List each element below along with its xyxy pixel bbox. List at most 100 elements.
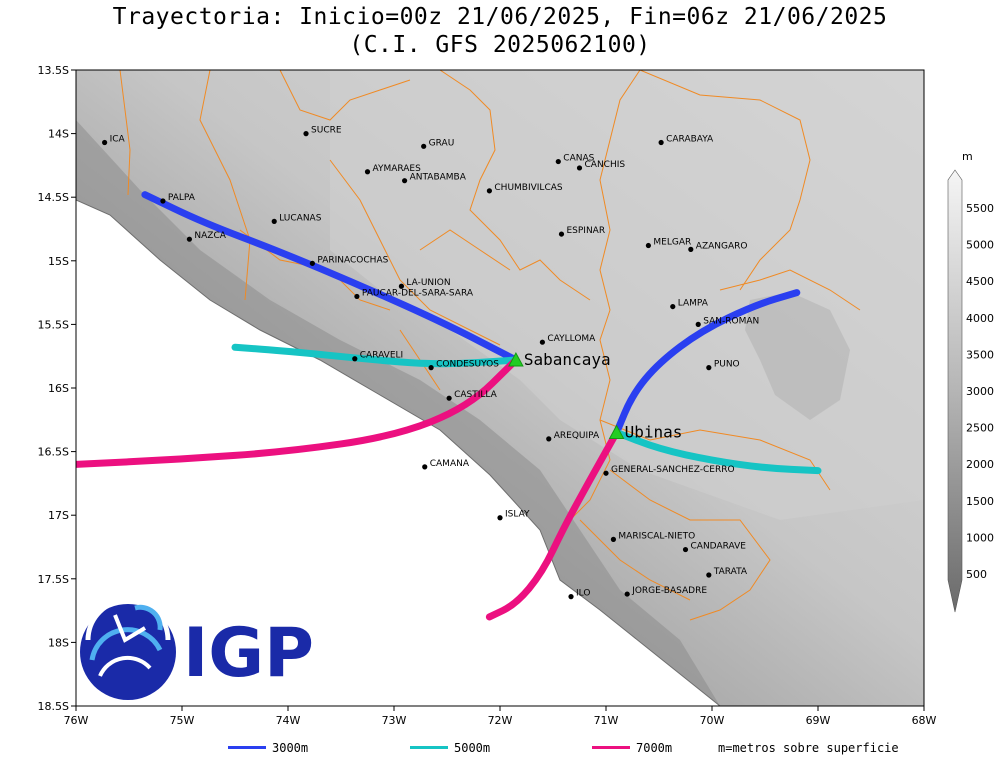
place-label: TARATA bbox=[713, 567, 748, 577]
place-label: CAYLLOMA bbox=[547, 334, 596, 344]
place-label: CANAS bbox=[563, 154, 594, 164]
place-label: CARABAYA bbox=[666, 135, 714, 145]
place-label: LA-UNION bbox=[406, 278, 450, 288]
place-label: CHUMBIVILCAS bbox=[494, 183, 562, 193]
place-label: ICA bbox=[110, 135, 126, 145]
place-dot bbox=[688, 246, 694, 252]
place-label: CANCHIS bbox=[585, 160, 626, 170]
lat-tick-label: 17S bbox=[48, 509, 69, 522]
place-label: GENERAL-SANCHEZ-CERRO bbox=[611, 465, 735, 475]
place-label: ANTABAMBA bbox=[410, 173, 467, 183]
place-label: ESPINAR bbox=[566, 226, 605, 236]
place-dot bbox=[486, 188, 492, 194]
chart-title: Trayectoria: Inicio=00z 21/06/2025, Fin=… bbox=[112, 4, 888, 30]
lon-tick-label: 76W bbox=[64, 714, 89, 727]
place-dot bbox=[352, 356, 358, 362]
volcano-label: Ubinas bbox=[625, 423, 683, 442]
place-dot bbox=[610, 536, 617, 542]
place-label: CAMANA bbox=[430, 459, 470, 469]
lat-tick-label: 17.5S bbox=[38, 573, 69, 586]
place-label: SUCRE bbox=[311, 126, 342, 136]
place-dot bbox=[186, 236, 193, 242]
lat-tick-label: 13.5S bbox=[38, 64, 69, 77]
colorbar-tick-label: 1000 bbox=[966, 531, 994, 544]
legend-label-5000: 5000m bbox=[454, 741, 491, 755]
place-label: CASTILLA bbox=[454, 390, 498, 400]
place-label: PALPA bbox=[168, 193, 196, 203]
lon-tick-label: 74W bbox=[276, 714, 301, 727]
place-label: ILO bbox=[576, 589, 590, 599]
place-dot bbox=[576, 165, 583, 171]
lon-tick-label: 71W bbox=[594, 714, 619, 727]
place-dot bbox=[658, 139, 664, 146]
legend-note: m=metros sobre superficie bbox=[718, 741, 899, 755]
place-dot bbox=[555, 158, 561, 165]
place-dot bbox=[706, 365, 712, 371]
lat-tick-label: 14S bbox=[48, 128, 69, 141]
place-dot bbox=[303, 131, 309, 137]
place-label: LAMPA bbox=[678, 299, 709, 309]
place-dot bbox=[645, 242, 652, 249]
colorbar-tick-label: 2500 bbox=[966, 422, 994, 435]
lat-tick-label: 16S bbox=[48, 382, 69, 395]
place-label: PUNO bbox=[714, 360, 740, 370]
place-label: CARAVELI bbox=[360, 351, 403, 361]
place-dot bbox=[670, 303, 676, 310]
place-label: MELGAR bbox=[653, 238, 691, 248]
place-dot bbox=[603, 470, 609, 476]
legend-label-7000: 7000m bbox=[636, 741, 673, 755]
lat-tick-label: 18S bbox=[48, 636, 69, 649]
legend-swatch-7000 bbox=[592, 746, 630, 749]
place-dot bbox=[428, 365, 434, 371]
lon-tick-label: 73W bbox=[382, 714, 407, 727]
legend-swatch-5000 bbox=[410, 746, 448, 749]
colorbar-tick-label: 5000 bbox=[966, 239, 994, 252]
place-dot bbox=[568, 594, 574, 600]
place-label: SAN-ROMAN bbox=[703, 316, 759, 326]
lat-tick-label: 15.5S bbox=[38, 318, 69, 331]
lat-tick-label: 14.5S bbox=[38, 191, 69, 204]
trajectory-5000m-4 bbox=[613, 429, 822, 475]
logo-text: IGP bbox=[183, 614, 314, 693]
place-dot bbox=[398, 283, 405, 289]
trajectory-3000m-3 bbox=[613, 289, 801, 437]
place-dot bbox=[402, 178, 408, 184]
legend-label-3000: 3000m bbox=[272, 741, 309, 755]
colorbar-tick-label: 3500 bbox=[966, 348, 994, 361]
place-dot bbox=[102, 139, 108, 146]
place-label: LUCANAS bbox=[279, 213, 321, 223]
trajectory-5000m-1 bbox=[231, 343, 520, 368]
colorbar-tick-label: 4500 bbox=[966, 275, 994, 288]
place-dot bbox=[539, 339, 546, 345]
volcano-markers: Sabancaya Ubinas bbox=[508, 350, 683, 442]
place-label: AREQUIPA bbox=[554, 431, 600, 441]
lon-tick-label: 69W bbox=[806, 714, 831, 727]
igp-logo: IGP bbox=[80, 597, 314, 700]
colorbar: m 500 1000 1500 2000 2500 3000 3500 4000 4500 500… bbox=[947, 150, 994, 613]
volcano-marker bbox=[608, 424, 625, 440]
place-dot bbox=[422, 464, 428, 470]
place-label: MARISCAL-NIETO bbox=[618, 531, 695, 541]
place-dot bbox=[309, 260, 315, 266]
place-label: CONDESUYOS bbox=[436, 360, 499, 370]
lat-tick-label: 18.5S bbox=[38, 700, 69, 713]
colorbar-tick-label: 1500 bbox=[966, 495, 994, 508]
volcano-marker bbox=[508, 351, 524, 367]
place-dot bbox=[364, 169, 371, 175]
place-dot bbox=[497, 515, 503, 521]
place-dot bbox=[682, 546, 689, 553]
lon-tick-label: 70W bbox=[700, 714, 725, 727]
place-dot bbox=[271, 218, 277, 224]
place-label: NAZCA bbox=[194, 231, 226, 241]
lon-tick-label: 75W bbox=[170, 714, 195, 727]
trajectories bbox=[76, 191, 822, 621]
colorbar-tick-label: 2000 bbox=[966, 458, 994, 471]
place-label: AYMARAES bbox=[373, 164, 422, 174]
trajectory-7000m-5 bbox=[485, 429, 621, 621]
place-dot bbox=[446, 395, 452, 401]
place-label: PARINACOCHAS bbox=[317, 255, 388, 265]
chart-subtitle: (C.I. GFS 2025062100) bbox=[349, 32, 651, 58]
place-label: CANDARAVE bbox=[691, 542, 747, 552]
